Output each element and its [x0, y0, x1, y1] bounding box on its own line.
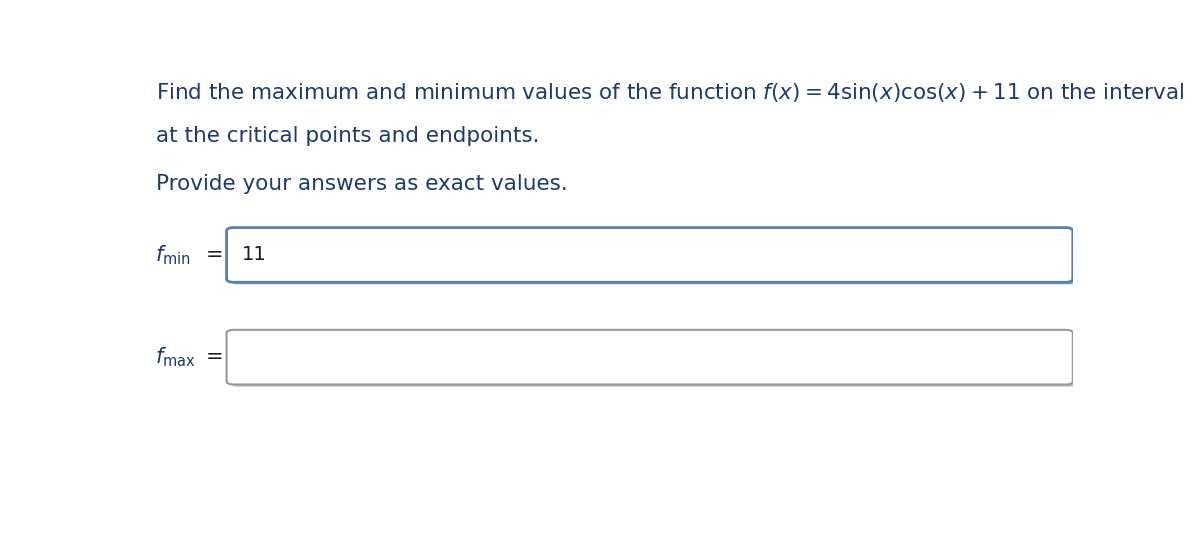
FancyBboxPatch shape [226, 330, 1073, 384]
Text: Provide your answers as exact values.: Provide your answers as exact values. [156, 173, 569, 193]
Text: =: = [205, 347, 223, 367]
Text: $f_{\mathrm{max}}$: $f_{\mathrm{max}}$ [155, 345, 197, 369]
FancyBboxPatch shape [231, 332, 1078, 386]
Text: at the critical points and endpoints.: at the critical points and endpoints. [156, 126, 540, 146]
Text: Find the maximum and minimum values of the function $f(x) = 4\sin(x)\cos(x) + 11: Find the maximum and minimum values of t… [156, 80, 1192, 111]
FancyBboxPatch shape [226, 228, 1073, 282]
Text: 11: 11 [241, 246, 266, 264]
FancyBboxPatch shape [231, 230, 1078, 285]
Text: =: = [205, 245, 223, 265]
Text: $f_{\mathrm{min}}$: $f_{\mathrm{min}}$ [155, 243, 191, 267]
